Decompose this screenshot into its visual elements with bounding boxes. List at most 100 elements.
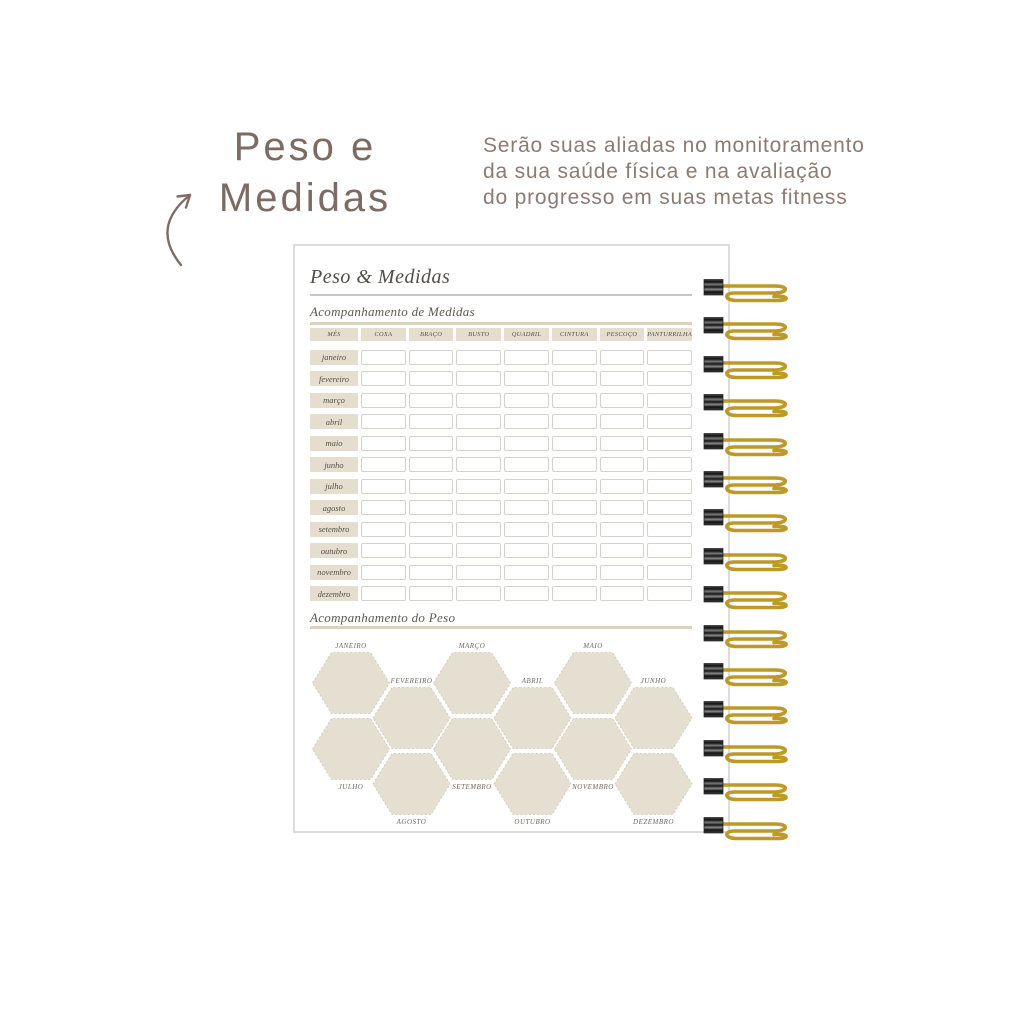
intro-line: do progresso em suas metas fitness (483, 186, 848, 209)
measure-cell (599, 457, 645, 472)
column-header: MÊS (310, 328, 358, 341)
headline-line-1: Peso e (233, 125, 377, 169)
coil-wire (709, 476, 788, 495)
measure-cell (551, 349, 597, 365)
spiral-binding-coil (703, 509, 788, 533)
spiral-binding-coil (703, 701, 788, 725)
headline-line-2: Medidas (218, 176, 392, 220)
measure-cell (456, 414, 502, 429)
measure-cell (647, 414, 692, 429)
hexagon-label-3: MARÇO (458, 642, 486, 650)
hexagon-month-5 (554, 652, 632, 714)
page-title: Peso & Medidas (310, 266, 451, 288)
coil-clip (703, 432, 724, 449)
spiral-binding-coil (703, 547, 788, 572)
hexagon-label-5: MAIO (582, 642, 603, 650)
measure-cell (504, 564, 549, 580)
measure-cell (361, 349, 406, 365)
measure-cell (456, 371, 502, 386)
measure-cell (361, 457, 406, 472)
measure-cell (504, 500, 549, 515)
measure-cell (456, 457, 502, 472)
measure-cell (361, 500, 406, 515)
coil-clip (703, 317, 724, 334)
month-row-label: junho (310, 457, 358, 472)
hexagon-label-10: OUTUBRO (514, 818, 550, 826)
measure-cell (408, 392, 454, 408)
hexagon-label-1: JANEIRO (335, 642, 367, 650)
measure-cell (647, 392, 692, 408)
coil-clip (703, 701, 724, 718)
month-row-label: julho (310, 478, 358, 494)
hexagon-label-6: JUNHO (641, 677, 666, 685)
measure-cell (361, 435, 406, 451)
spiral-binding-coil (703, 394, 788, 418)
coil-wire (709, 783, 788, 802)
month-row-label: abril (310, 414, 358, 429)
coil-wire (709, 629, 788, 648)
intro-line: da sua saúde física e na avaliação (483, 160, 833, 183)
hexagon-month-1 (312, 652, 390, 714)
section-title-measures: Acompanhamento de Medidas (310, 304, 475, 319)
measure-cell (456, 435, 502, 451)
measure-cell (551, 371, 597, 386)
coil-wire (709, 591, 788, 610)
measure-cell (504, 371, 549, 386)
column-header: PANTURRILHA (647, 328, 692, 341)
hexagon-label-11: NOVEMBRO (571, 783, 614, 791)
month-row-label: fevereiro (310, 371, 358, 386)
section-rule (310, 626, 692, 629)
spiral-binding-coil (703, 279, 788, 303)
coil-clip (703, 394, 724, 411)
hexagon-month-3 (433, 652, 511, 714)
spiral-binding-coil (703, 317, 788, 341)
hexagon-month-8 (372, 753, 451, 815)
measure-cell (408, 371, 454, 386)
measure-cell (551, 392, 597, 408)
measure-cell (456, 564, 502, 580)
coil-clip (703, 586, 724, 603)
measure-cell (599, 371, 645, 386)
measure-cell (361, 371, 406, 386)
spiral-binding-coil (703, 816, 788, 840)
coil-clip (703, 778, 724, 795)
measure-cell (551, 457, 597, 472)
spiral-binding-coil (703, 778, 788, 802)
measure-cell (551, 564, 597, 580)
measure-cell (551, 414, 597, 429)
measure-cell (647, 435, 692, 451)
coil-wire (709, 668, 788, 687)
coil-wire (709, 437, 788, 456)
measure-cell (647, 521, 692, 537)
measure-cell (551, 500, 597, 515)
measure-cell (551, 435, 597, 451)
measure-cell (408, 521, 454, 537)
hexagon-label-2: FEVEREIRO (390, 677, 433, 685)
column-header: QUADRIL (504, 328, 549, 341)
measure-cell (456, 521, 502, 537)
measure-cell (647, 349, 692, 365)
hexagon-month-6 (614, 687, 693, 749)
measure-cell (456, 500, 502, 515)
measure-cell (647, 457, 692, 472)
measure-cell (551, 478, 597, 494)
measure-cell (599, 478, 645, 494)
coil-clip (703, 663, 724, 680)
hexagon-month-4 (493, 687, 572, 749)
measure-cell (456, 349, 502, 365)
intro-text: Serão suas aliadas no monitoramento da s… (483, 133, 913, 211)
coil-wire (709, 706, 788, 725)
coil-wire (709, 744, 788, 764)
column-header: BRAÇO (408, 328, 454, 341)
measure-cell (361, 543, 406, 558)
measure-cell (647, 543, 692, 558)
coil-clip (703, 355, 724, 373)
measure-cell (504, 586, 549, 601)
measure-cell (408, 543, 454, 558)
measure-cell (408, 349, 454, 365)
coil-clip (703, 279, 724, 296)
spiral-binding-coil (703, 471, 788, 495)
hexagon-month-11 (554, 718, 632, 780)
measure-cell (408, 564, 454, 580)
measure-cell (551, 586, 597, 601)
